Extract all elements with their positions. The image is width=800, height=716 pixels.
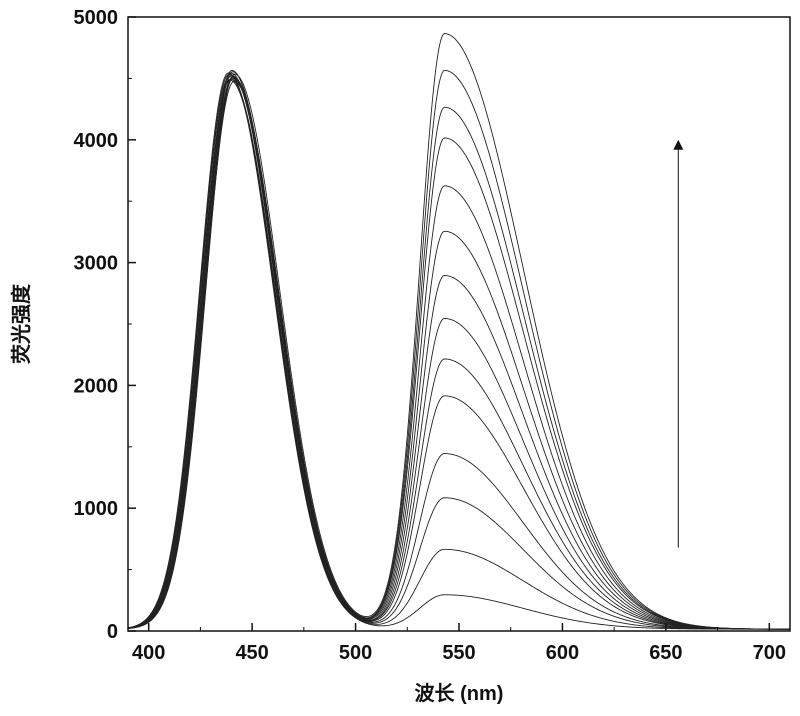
x-tick-label: 550 <box>442 642 475 664</box>
x-tick-label: 500 <box>339 642 372 664</box>
series-line-2 <box>127 76 790 630</box>
x-tick-label: 450 <box>235 642 268 664</box>
series-line-7 <box>127 73 790 630</box>
series-line-13 <box>127 69 790 630</box>
y-tick-label: 5000 <box>74 7 119 29</box>
series-line-10 <box>127 76 790 630</box>
series-line-9 <box>127 70 790 630</box>
arrow-up-icon <box>673 139 684 150</box>
series-line-14 <box>127 33 790 630</box>
series-line-11 <box>127 81 791 630</box>
y-ticks: 0 1000 2000 3000 4000 5000 <box>74 7 136 643</box>
series-line-8 <box>127 79 791 630</box>
x-axis-title: 波长 (nm) <box>415 682 504 705</box>
x-tick-label: 600 <box>546 642 579 664</box>
x-ticks: 400 450 500 550 600 650 700 <box>132 623 786 664</box>
y-tick-label: 0 <box>107 621 118 643</box>
series-line-4 <box>127 74 790 630</box>
series-line-12 <box>127 72 790 630</box>
y-tick-label: 1000 <box>74 498 119 520</box>
series-line-1 <box>127 72 790 630</box>
series-line-5 <box>127 71 790 630</box>
y-tick-label: 4000 <box>74 130 119 152</box>
y-tick-label: 2000 <box>74 375 119 397</box>
series-line-3 <box>127 78 790 630</box>
y-axis-title: 荧光强度 <box>9 283 33 364</box>
series-line-6 <box>127 77 790 630</box>
x-tick-label: 700 <box>753 642 786 664</box>
series-group <box>127 33 791 630</box>
x-tick-label: 400 <box>132 642 165 664</box>
annotation-group <box>673 139 684 548</box>
x-tick-label: 650 <box>649 642 682 664</box>
y-tick-label: 3000 <box>74 253 119 275</box>
